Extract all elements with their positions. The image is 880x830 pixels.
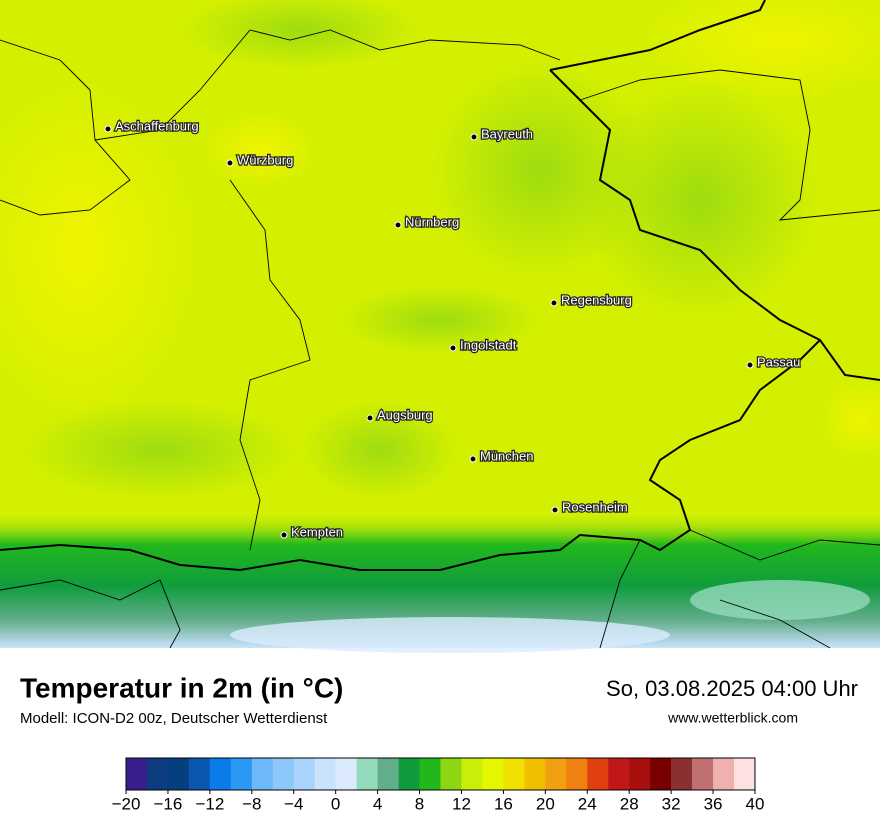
valid-time: So, 03.08.2025 04:00 Uhr xyxy=(606,676,858,701)
model-info: Modell: ICON-D2 00z, Deutscher Wetterdie… xyxy=(20,710,328,727)
city-dot xyxy=(366,414,374,422)
colorbar-frame xyxy=(125,757,756,791)
color-bin xyxy=(335,758,357,790)
color-bin xyxy=(419,758,441,790)
city-dot xyxy=(394,221,402,229)
website: www.wetterblick.com xyxy=(667,710,798,726)
colorbar: −20 −16 −12 −8 −4 0 4 8 12 16 20 24 28 32 36 40 xyxy=(112,757,765,813)
colorbar-tick-label: 24 xyxy=(578,794,597,813)
city-dot xyxy=(470,133,478,141)
map-title: Temperatur in 2m (in °C) xyxy=(20,672,343,703)
color-bin xyxy=(545,758,567,790)
city-layer: Aschaffenburg Würzburg Bayreuth Nürnberg Reg… xyxy=(104,117,802,541)
city-dot xyxy=(550,299,558,307)
city-label: Augsburg xyxy=(377,407,433,422)
city-label: Regensburg xyxy=(561,292,632,307)
colorbar-tick-label: 32 xyxy=(662,794,681,813)
color-bin xyxy=(251,758,274,790)
color-bin xyxy=(126,758,148,790)
color-bin xyxy=(671,758,693,790)
city-label: Passau xyxy=(757,354,800,369)
colorbar-tick-label: 40 xyxy=(746,794,765,813)
color-bin xyxy=(713,758,735,790)
colorbar-tick-label: −4 xyxy=(284,794,303,813)
colorbar-tick-label: −12 xyxy=(195,794,224,813)
city-label: München xyxy=(480,448,533,463)
city-dot xyxy=(280,531,288,539)
colorbar-tick-label: −16 xyxy=(154,794,183,813)
city-dot xyxy=(226,159,234,167)
color-bin xyxy=(482,758,504,790)
city-label: Ingolstadt xyxy=(460,337,517,352)
colorbar-tick-label: 0 xyxy=(331,794,340,813)
city-label: Würzburg xyxy=(237,152,293,167)
color-bin xyxy=(377,758,399,790)
city-label: Rosenheim xyxy=(562,499,628,514)
city-label: Aschaffenburg xyxy=(115,118,199,133)
colorbar-tick-label: 36 xyxy=(704,794,723,813)
colorbar-tick-label: 20 xyxy=(536,794,555,813)
color-bin xyxy=(629,758,651,790)
city-dot xyxy=(746,361,754,369)
city-label: Bayreuth xyxy=(481,126,533,141)
color-bin xyxy=(587,758,609,790)
city-dot xyxy=(449,344,457,352)
color-bin xyxy=(209,758,232,790)
colorbar-tick-label: 8 xyxy=(415,794,424,813)
city-label: Kempten xyxy=(291,524,343,539)
map xyxy=(0,0,880,653)
color-bin xyxy=(356,758,378,790)
color-bin xyxy=(440,758,462,790)
city-dot xyxy=(469,455,477,463)
color-bin xyxy=(461,758,483,790)
city-label: Nürnberg xyxy=(405,214,459,229)
color-bin xyxy=(230,758,253,790)
color-bin xyxy=(146,758,169,790)
colorbar-tick-label: 16 xyxy=(494,794,513,813)
colorbar-tick-label: 28 xyxy=(620,794,639,813)
color-bin xyxy=(314,758,336,790)
colorbar-tick-label: −8 xyxy=(242,794,261,813)
colorbar-tick-label: 4 xyxy=(373,794,382,813)
color-bin xyxy=(608,758,630,790)
color-bin xyxy=(692,758,714,790)
color-bin xyxy=(524,758,546,790)
color-bin xyxy=(188,758,211,790)
colorbar-tick-label: −20 xyxy=(112,794,141,813)
colorbar-tick-label: 12 xyxy=(452,794,471,813)
color-bin xyxy=(566,758,588,790)
color-bin xyxy=(650,758,672,790)
city-dot xyxy=(551,506,559,514)
color-bin xyxy=(503,758,525,790)
city-dot xyxy=(104,125,112,133)
color-bin xyxy=(293,758,315,790)
color-bin xyxy=(272,758,295,790)
color-bin xyxy=(734,758,756,790)
color-bin xyxy=(398,758,420,790)
color-bin xyxy=(167,758,190,790)
